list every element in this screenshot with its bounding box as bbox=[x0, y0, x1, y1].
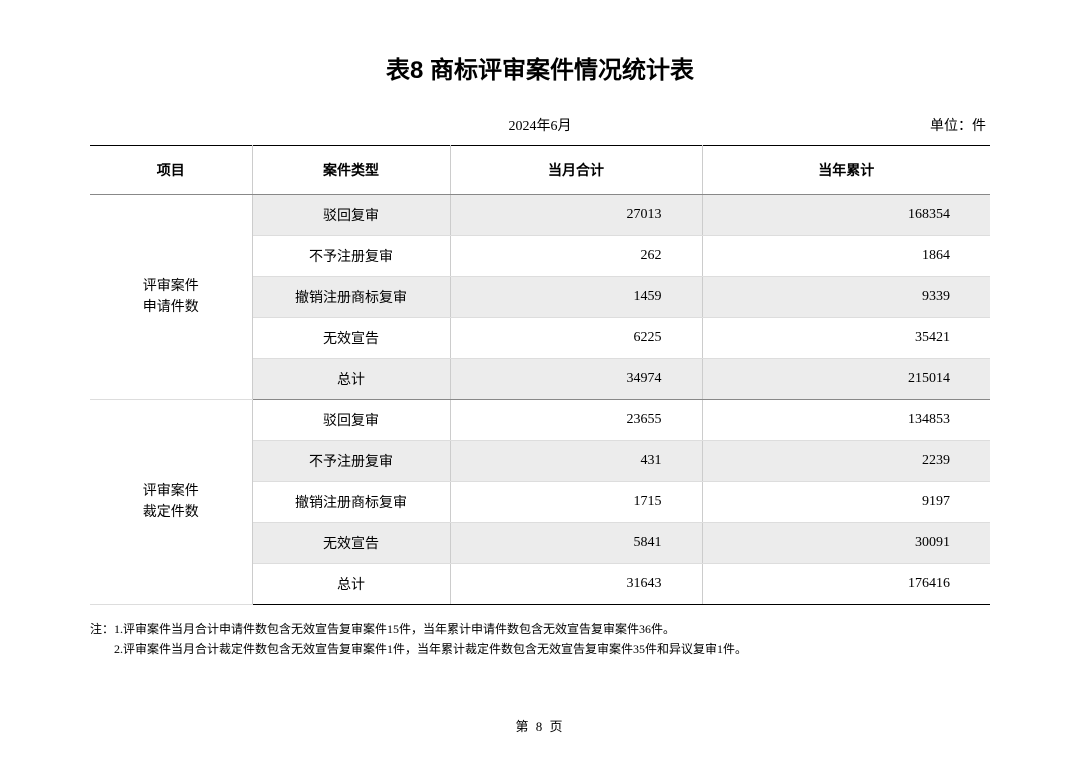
case-type-cell: 撤销注册商标复审 bbox=[252, 277, 450, 318]
month-total-cell: 31643 bbox=[450, 564, 702, 605]
case-type-cell: 撤销注册商标复审 bbox=[252, 482, 450, 523]
year-total-cell: 9197 bbox=[702, 482, 990, 523]
month-total-cell: 262 bbox=[450, 236, 702, 277]
footnotes: 注：1.评审案件当月合计申请件数包含无效宣告复审案件15件，当年累计申请件数包含… bbox=[90, 619, 990, 660]
month-total-cell: 34974 bbox=[450, 359, 702, 400]
category-line: 裁定件数 bbox=[108, 502, 234, 523]
category-line: 申请件数 bbox=[108, 297, 234, 318]
year-total-cell: 176416 bbox=[702, 564, 990, 605]
table-row: 评审案件裁定件数驳回复审23655134853 bbox=[90, 400, 990, 441]
page-number: 第 8 页 bbox=[515, 716, 564, 735]
month-total-cell: 23655 bbox=[450, 400, 702, 441]
footnote-1: 注：1.评审案件当月合计申请件数包含无效宣告复审案件15件，当年累计申请件数包含… bbox=[90, 619, 990, 639]
year-total-cell: 2239 bbox=[702, 441, 990, 482]
case-type-cell: 驳回复审 bbox=[252, 195, 450, 236]
category-line: 评审案件 bbox=[108, 481, 234, 502]
table-row: 评审案件申请件数驳回复审27013168354 bbox=[90, 195, 990, 236]
year-total-cell: 30091 bbox=[702, 523, 990, 564]
month-total-cell: 1459 bbox=[450, 277, 702, 318]
year-total-cell: 215014 bbox=[702, 359, 990, 400]
year-total-cell: 1864 bbox=[702, 236, 990, 277]
year-total-cell: 35421 bbox=[702, 318, 990, 359]
case-type-cell: 无效宣告 bbox=[252, 318, 450, 359]
category-cell: 评审案件裁定件数 bbox=[90, 400, 252, 605]
case-type-cell: 驳回复审 bbox=[252, 400, 450, 441]
month-total-cell: 1715 bbox=[450, 482, 702, 523]
year-total-cell: 168354 bbox=[702, 195, 990, 236]
case-type-cell: 无效宣告 bbox=[252, 523, 450, 564]
month-total-cell: 27013 bbox=[450, 195, 702, 236]
year-total-cell: 9339 bbox=[702, 277, 990, 318]
header-month-total: 当月合计 bbox=[450, 146, 702, 195]
case-type-cell: 总计 bbox=[252, 359, 450, 400]
header-item: 项目 bbox=[90, 146, 252, 195]
stats-table: 项目 案件类型 当月合计 当年累计 评审案件申请件数驳回复审2701316835… bbox=[90, 145, 990, 605]
category-cell: 评审案件申请件数 bbox=[90, 195, 252, 400]
month-total-cell: 6225 bbox=[450, 318, 702, 359]
month-total-cell: 431 bbox=[450, 441, 702, 482]
table-header-row: 项目 案件类型 当月合计 当年累计 bbox=[90, 146, 990, 195]
case-type-cell: 不予注册复审 bbox=[252, 236, 450, 277]
meta-row: 2024年6月 单位：件 bbox=[90, 115, 990, 135]
case-type-cell: 不予注册复审 bbox=[252, 441, 450, 482]
page-title: 表8 商标评审案件情况统计表 bbox=[90, 50, 990, 85]
month-total-cell: 5841 bbox=[450, 523, 702, 564]
footnote-2: 2.评审案件当月合计裁定件数包含无效宣告复审案件1件，当年累计裁定件数包含无效宣… bbox=[90, 639, 990, 659]
unit-label: 单位：件 bbox=[930, 115, 986, 135]
category-line: 评审案件 bbox=[108, 276, 234, 297]
header-year-total: 当年累计 bbox=[702, 146, 990, 195]
header-case-type: 案件类型 bbox=[252, 146, 450, 195]
case-type-cell: 总计 bbox=[252, 564, 450, 605]
report-date: 2024年6月 bbox=[509, 115, 572, 135]
year-total-cell: 134853 bbox=[702, 400, 990, 441]
